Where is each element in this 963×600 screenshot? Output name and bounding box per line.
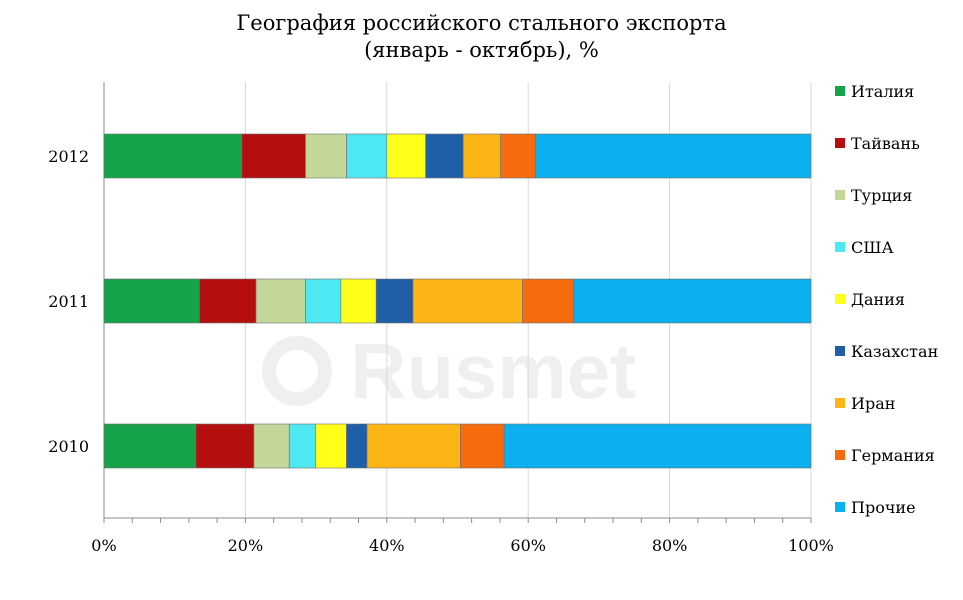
legend-label: Прочие xyxy=(851,497,916,517)
bar-segment xyxy=(522,278,574,324)
legend-swatch xyxy=(835,502,845,512)
legend-swatch xyxy=(835,242,845,252)
bar-segment xyxy=(305,278,342,324)
x-tick-label: 40% xyxy=(369,536,405,555)
bar-segment xyxy=(103,133,243,179)
legend-item: Иран xyxy=(835,393,895,413)
legend-item: Дания xyxy=(835,289,905,309)
bar-segment xyxy=(375,278,414,324)
legend-label: Германия xyxy=(851,445,935,465)
bar-segment xyxy=(500,133,536,179)
legend-label: Италия xyxy=(851,81,915,101)
bar-segment xyxy=(340,278,377,324)
bar-segment xyxy=(253,423,290,469)
legend-swatch xyxy=(835,86,845,96)
bar-segment xyxy=(315,423,347,469)
legend-swatch xyxy=(835,450,845,460)
bar-segment xyxy=(241,133,306,179)
bar-segment xyxy=(305,133,347,179)
x-tick-label: 20% xyxy=(228,536,264,555)
x-tick-label: 100% xyxy=(788,536,834,555)
bar-segment xyxy=(503,423,812,469)
legend-label: Казахстан xyxy=(851,341,939,361)
legend-item: США xyxy=(835,237,894,257)
legend-label: США xyxy=(851,237,894,257)
y-tick-label: 2011 xyxy=(48,292,89,311)
x-tick-label: 60% xyxy=(510,536,546,555)
bar-segment xyxy=(288,423,316,469)
bar-segment xyxy=(103,278,200,324)
legend-label: Тайвань xyxy=(851,133,920,153)
y-tick-label: 2010 xyxy=(48,437,89,456)
bar-segment xyxy=(534,133,812,179)
y-tick-label: 2012 xyxy=(48,147,89,166)
bar-segment xyxy=(460,423,505,469)
bar-segment xyxy=(199,278,257,324)
chart-title: География российского стального экспорта… xyxy=(0,10,963,64)
legend-label: Иран xyxy=(851,393,896,413)
bar-segment xyxy=(103,423,197,469)
bar-segment xyxy=(346,423,368,469)
bar-segment xyxy=(425,133,464,179)
legend-item: Казахстан xyxy=(835,341,938,361)
bar-segment xyxy=(255,278,306,324)
legend-swatch xyxy=(835,294,845,304)
legend-label: Турция xyxy=(851,185,913,205)
legend-item: Турция xyxy=(835,185,912,205)
legend-item: Италия xyxy=(835,81,914,101)
legend-label: Дания xyxy=(851,289,905,309)
bar-segment xyxy=(462,133,501,179)
bar-segment xyxy=(366,423,461,469)
legend-item: Тайвань xyxy=(835,133,920,153)
bar-segment xyxy=(386,133,426,179)
chart-title-line-2: (январь - октябрь), % xyxy=(364,38,599,62)
bar-segment xyxy=(195,423,255,469)
legend-swatch xyxy=(835,398,845,408)
legend-item: Германия xyxy=(835,445,935,465)
bar-segment xyxy=(573,278,812,324)
legend-swatch xyxy=(835,346,845,356)
x-tick-label: 0% xyxy=(91,536,116,555)
bar-segment xyxy=(412,278,523,324)
x-tick-label: 80% xyxy=(652,536,688,555)
legend-swatch xyxy=(835,138,845,148)
chart-title-line-1: География российского стального экспорта xyxy=(236,11,727,35)
bar-segment xyxy=(346,133,388,179)
legend-swatch xyxy=(835,190,845,200)
legend-item: Прочие xyxy=(835,497,916,517)
